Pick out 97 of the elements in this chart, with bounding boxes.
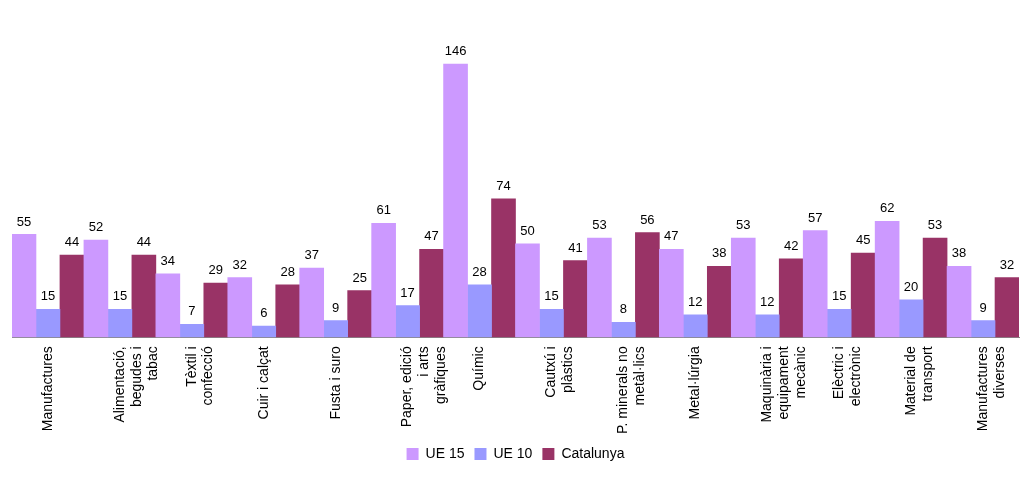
data-label: 42 xyxy=(783,237,799,253)
x-tick-label: Cuir i calçat xyxy=(254,346,271,420)
bar xyxy=(83,239,109,338)
data-label: 56 xyxy=(640,211,655,227)
data-label: 12 xyxy=(688,293,703,309)
data-label: 57 xyxy=(807,209,823,225)
bar xyxy=(347,290,372,338)
data-label: 9 xyxy=(979,299,987,315)
data-label: 53 xyxy=(592,217,607,233)
bar xyxy=(994,277,1019,338)
bar xyxy=(515,243,540,338)
bar xyxy=(179,323,205,338)
bar xyxy=(587,237,612,338)
x-tick-label: Fusta i suro xyxy=(326,346,343,420)
data-label: 6 xyxy=(260,305,268,321)
data-label: 53 xyxy=(736,217,751,233)
x-tick-label: Metal·lúrgia xyxy=(686,346,703,420)
data-label: 38 xyxy=(712,245,727,261)
bar xyxy=(227,277,253,338)
bar xyxy=(946,265,972,338)
bar xyxy=(563,260,588,338)
data-label: 47 xyxy=(424,228,439,244)
bar xyxy=(155,273,181,338)
bar xyxy=(970,320,996,338)
data-label: 20 xyxy=(903,278,919,294)
bar xyxy=(299,267,325,338)
bar xyxy=(826,308,852,338)
bar xyxy=(539,308,564,338)
x-tick-label: Cautxú i plàstics xyxy=(542,346,576,398)
data-label: 32 xyxy=(232,256,248,272)
data-label: 15 xyxy=(831,288,847,304)
bar xyxy=(850,252,876,338)
bar xyxy=(323,320,348,338)
bar xyxy=(371,222,396,338)
bar xyxy=(107,308,133,338)
data-label: 29 xyxy=(208,262,224,278)
bar xyxy=(419,249,444,338)
data-label: 38 xyxy=(951,245,967,261)
data-label: 32 xyxy=(999,256,1015,272)
x-tick-label: Manufactures xyxy=(38,346,55,432)
bar xyxy=(874,221,900,338)
bar xyxy=(683,314,708,338)
data-label: 28 xyxy=(280,264,295,280)
data-label: 61 xyxy=(376,202,391,218)
x-tick-label: Químic xyxy=(470,346,487,391)
data-label: 50 xyxy=(520,222,535,238)
bar xyxy=(611,322,636,338)
bar xyxy=(706,265,732,338)
data-label: 15 xyxy=(544,288,559,304)
bar xyxy=(635,232,660,338)
data-label: 17 xyxy=(400,284,415,300)
bar xyxy=(778,258,804,338)
bar xyxy=(802,230,828,338)
bar xyxy=(275,284,301,338)
bar xyxy=(922,237,948,338)
data-label: 25 xyxy=(352,269,367,285)
bar xyxy=(754,314,780,338)
data-label: 8 xyxy=(619,301,628,317)
bar xyxy=(898,299,924,338)
legend-label: UE 10 xyxy=(493,444,533,461)
data-label: 146 xyxy=(444,43,467,59)
data-label: 44 xyxy=(64,234,80,250)
data-label: 34 xyxy=(160,252,176,268)
data-label: 12 xyxy=(760,293,775,309)
bar xyxy=(59,254,85,338)
legend-label: Catalunya xyxy=(561,444,625,461)
bar xyxy=(131,254,157,338)
data-label: 44 xyxy=(136,234,152,250)
data-label: 15 xyxy=(112,288,128,304)
bar xyxy=(467,284,492,338)
x-tick-label: Paper, edició i arts gràfiques xyxy=(398,346,449,428)
bar xyxy=(443,63,468,338)
bar xyxy=(395,305,420,338)
data-label: 53 xyxy=(927,217,943,233)
x-tick-label: Alimentació, begudes i tabac xyxy=(110,346,161,423)
data-label: 45 xyxy=(855,232,871,248)
bar xyxy=(730,237,756,338)
data-label: 9 xyxy=(332,299,340,315)
data-label: 74 xyxy=(496,177,511,193)
data-label: 15 xyxy=(40,288,56,304)
data-label: 47 xyxy=(664,228,679,244)
bar xyxy=(491,198,516,338)
bar xyxy=(35,308,61,338)
data-label: 52 xyxy=(88,219,104,235)
x-tick-label: Maquinària i equipament mecànic xyxy=(758,346,808,423)
x-tick-label: Manufactures diverses xyxy=(973,346,1007,432)
data-label: 28 xyxy=(472,264,487,280)
data-label: 37 xyxy=(304,247,319,263)
data-label: 41 xyxy=(568,239,583,255)
data-label: 55 xyxy=(16,213,32,229)
data-label: 62 xyxy=(879,200,895,216)
bar xyxy=(12,234,37,338)
bar xyxy=(203,282,229,338)
legend-label: UE 15 xyxy=(425,444,465,461)
bar xyxy=(251,325,277,338)
bar xyxy=(659,249,684,338)
data-label: 7 xyxy=(188,303,196,319)
